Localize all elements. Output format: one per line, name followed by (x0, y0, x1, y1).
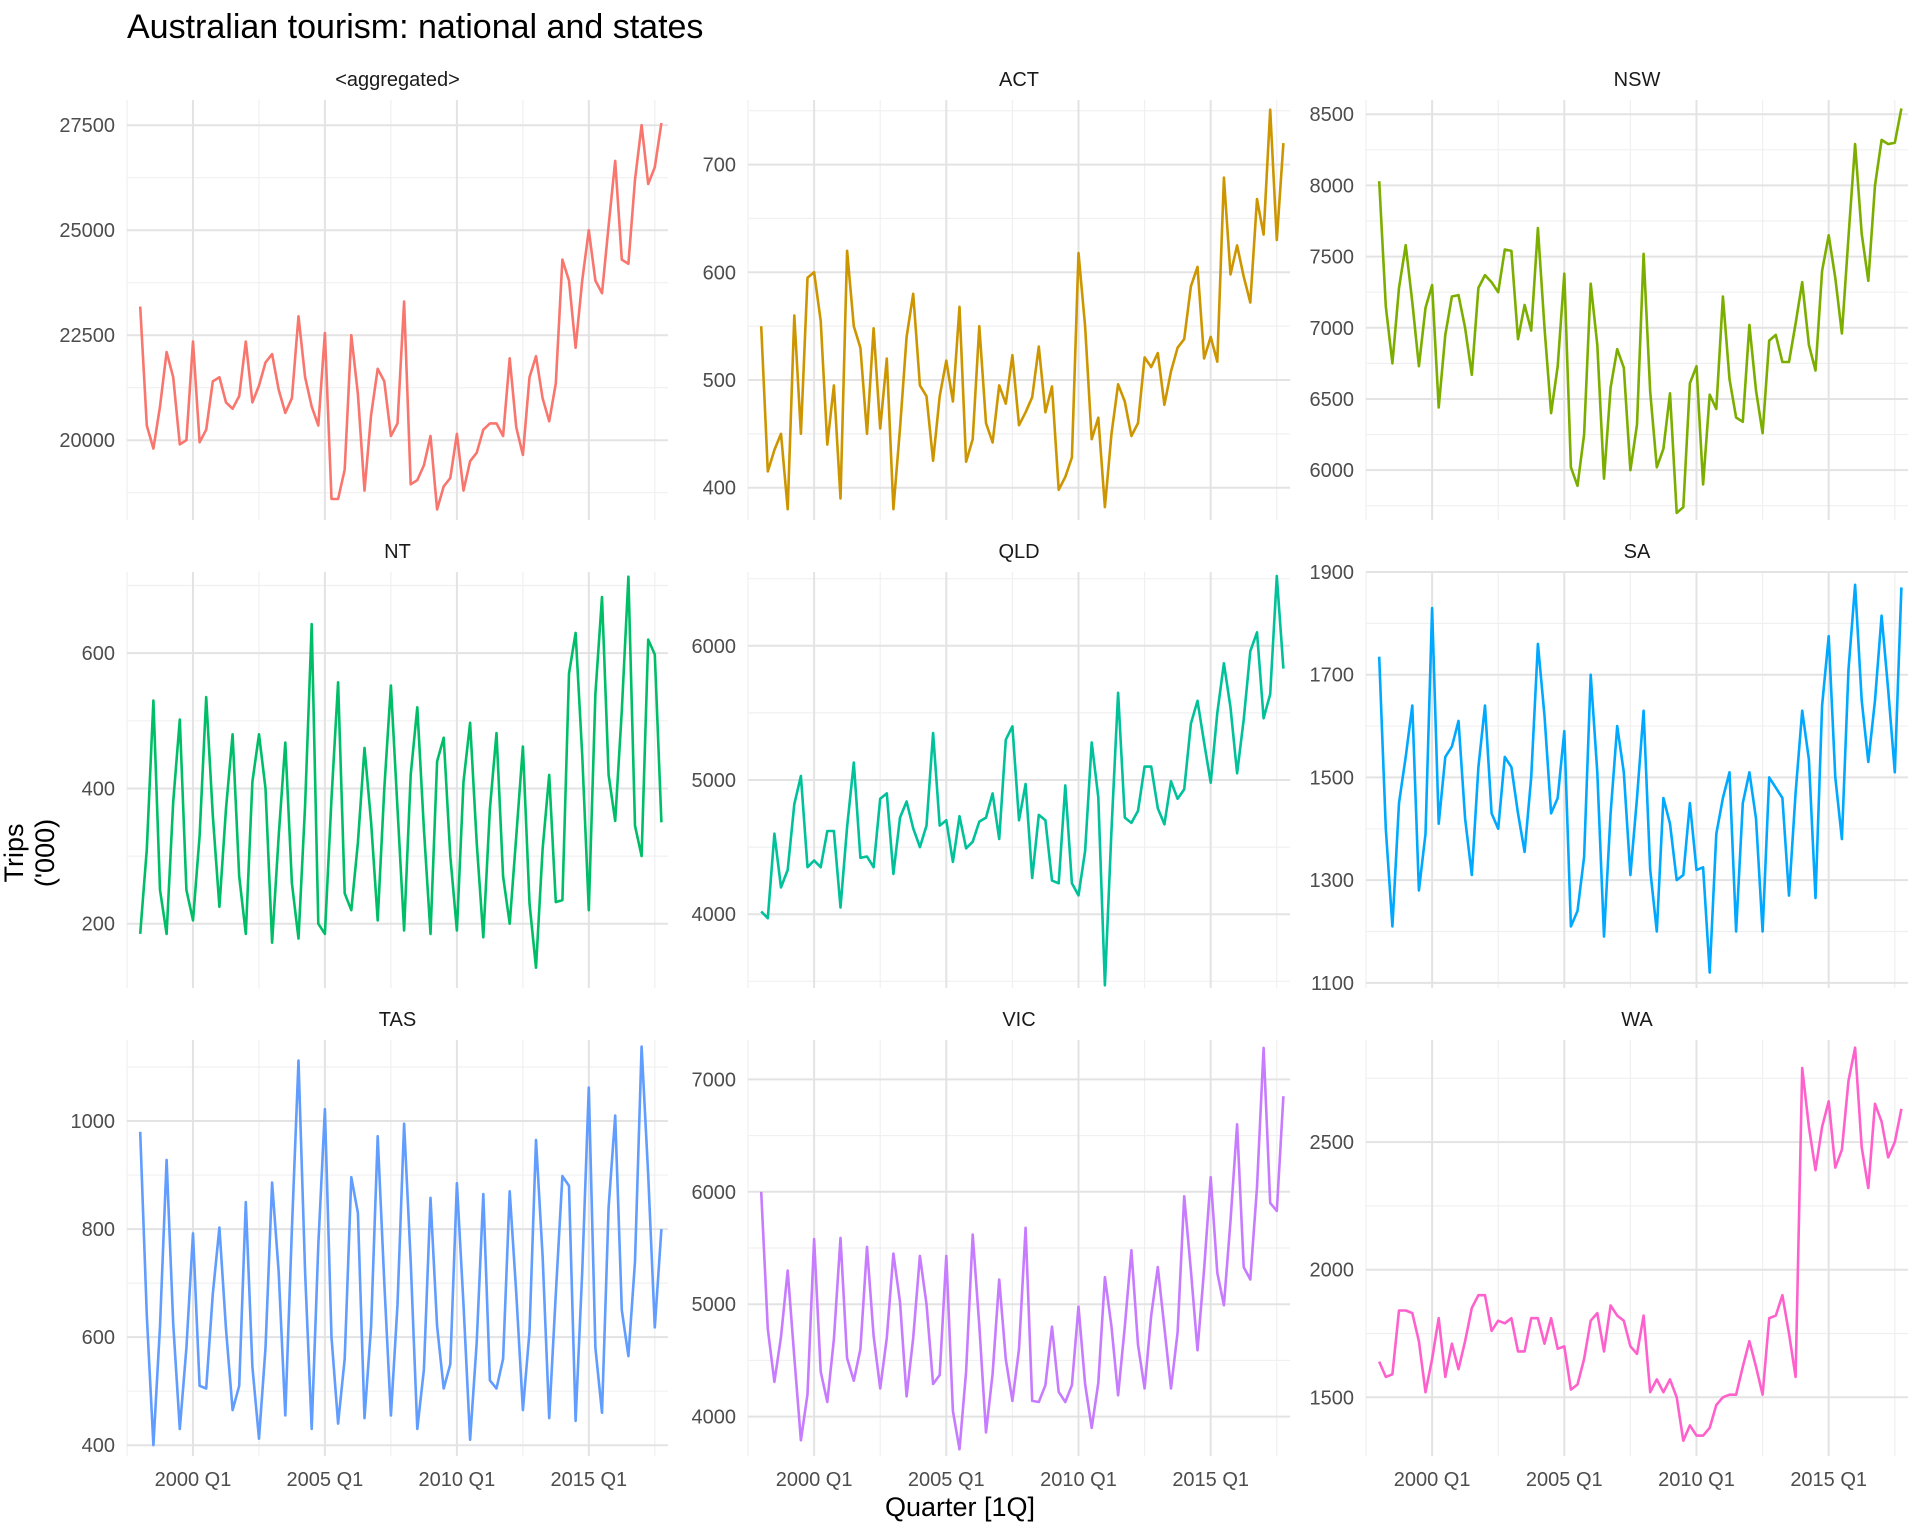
y-tick-label: 1900 (1310, 562, 1355, 584)
y-tick-label: 2500 (1310, 1132, 1355, 1154)
y-tick-label: 5000 (692, 770, 737, 792)
y-tick-label: 4000 (692, 904, 737, 926)
series-line-vic (759, 1046, 1285, 1451)
chart-title: Australian tourism: national and states (127, 8, 704, 46)
y-tick-label: 400 (82, 778, 115, 800)
x-tick-label: 2005 Q1 (908, 1469, 985, 1491)
y-tick-label: 4000 (692, 1407, 737, 1429)
y-tick-label: 700 (703, 155, 736, 177)
x-tick-label: 2005 Q1 (287, 1469, 364, 1491)
panel-strip-label: WA (1621, 1009, 1653, 1031)
x-tick-label: 2010 Q1 (419, 1469, 496, 1491)
panel-strip-label: QLD (998, 541, 1039, 563)
y-tick-label: 1500 (1310, 767, 1355, 789)
y-tick-label: 8000 (1310, 175, 1355, 197)
x-tick-label: 2015 Q1 (1172, 1469, 1249, 1491)
panel-strip-label: NSW (1614, 69, 1661, 91)
series-line-nsw (1377, 108, 1903, 515)
y-tick-label: 400 (703, 478, 736, 500)
y-tick-label: 600 (82, 1327, 115, 1349)
x-tick-label: 2000 Q1 (155, 1469, 232, 1491)
y-tick-label: 1300 (1310, 870, 1355, 892)
y-tick-label: 200 (82, 914, 115, 936)
series-line-nt (138, 575, 663, 970)
x-tick-label: 2015 Q1 (550, 1469, 627, 1491)
x-tick-label: 2000 Q1 (776, 1469, 853, 1491)
x-tick-label: 2010 Q1 (1658, 1469, 1735, 1491)
panel-strip-label: SA (1624, 541, 1651, 563)
x-axis-label: Quarter [1Q] (884, 1492, 1036, 1522)
y-tick-label: 6000 (1310, 460, 1355, 482)
y-tick-label: 7000 (692, 1069, 737, 1091)
y-tick-label: 7000 (1310, 318, 1355, 340)
y-tick-label: 5000 (692, 1294, 737, 1316)
y-tick-label: 6000 (692, 636, 737, 658)
y-tick-label: 27500 (59, 115, 115, 137)
x-tick-label: 2015 Q1 (1790, 1469, 1867, 1491)
panel-strip-label: TAS (379, 1009, 416, 1031)
y-tick-label: 6000 (692, 1182, 737, 1204)
y-tick-label: 400 (82, 1435, 115, 1457)
y-tick-label: 25000 (59, 220, 115, 242)
y-tick-label: 1500 (1310, 1387, 1355, 1409)
series-line-qld (760, 574, 1285, 987)
panel-strip-label: ACT (999, 69, 1039, 91)
panel-strip-label: <aggregated> (335, 69, 460, 91)
y-tick-label: 500 (703, 370, 736, 392)
panel-strip-label: NT (384, 541, 411, 563)
y-tick-label: 8500 (1310, 104, 1355, 126)
y-tick-label: 2000 (1310, 1260, 1355, 1282)
y-tick-label: 6500 (1310, 389, 1355, 411)
y-tick-label: 7500 (1310, 247, 1355, 269)
y-tick-label: 600 (82, 643, 115, 665)
series-line-sa (1377, 583, 1903, 974)
series-line-wa (1378, 1046, 1903, 1442)
x-tick-label: 2005 Q1 (1526, 1469, 1603, 1491)
series-line-tas (138, 1045, 663, 1447)
y-tick-label: 1100 (1311, 973, 1354, 995)
x-tick-label: 2010 Q1 (1040, 1469, 1117, 1491)
series-line-aggregated (138, 122, 663, 511)
y-tick-label: 600 (703, 262, 736, 284)
y-tick-label: 22500 (59, 325, 115, 347)
series-line-act (759, 108, 1285, 511)
y-tick-label: 20000 (59, 430, 115, 452)
x-tick-label: 2000 Q1 (1394, 1469, 1471, 1491)
panel-strip-label: VIC (1002, 1009, 1035, 1031)
y-tick-label: 800 (82, 1219, 115, 1241)
y-tick-label: 1000 (71, 1111, 116, 1133)
y-tick-label: 1700 (1310, 665, 1355, 687)
